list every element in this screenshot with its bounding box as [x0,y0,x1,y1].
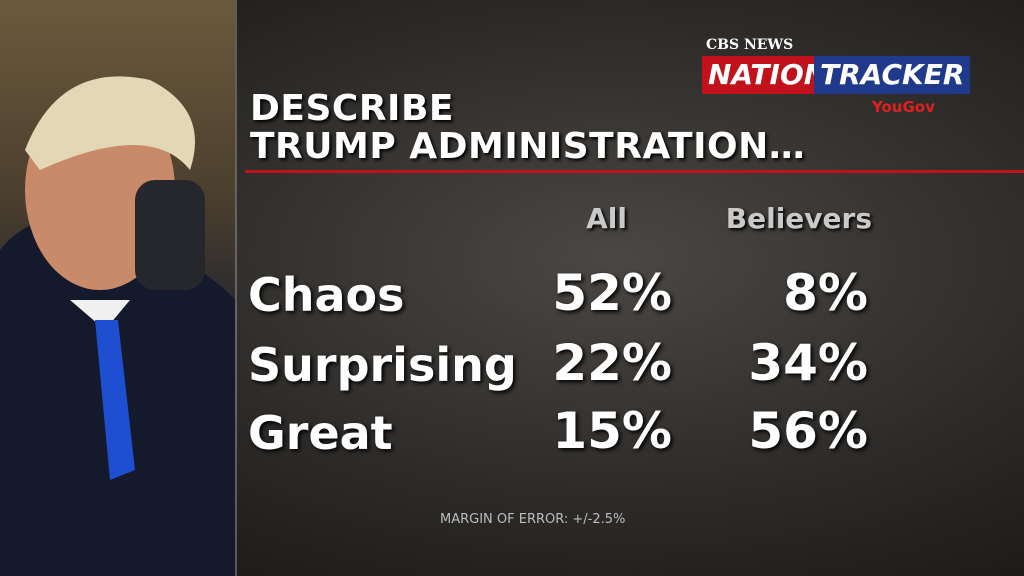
row-label: Chaos [248,268,405,322]
divider [235,0,237,576]
tracker-left: NATION [702,56,834,94]
cell-value: 22% [552,334,672,392]
column-header: Believers [725,202,872,235]
partner-logo: YouGov [872,98,935,116]
cell-value: 56% [748,402,868,460]
footnote: MARGIN OF ERROR: +/-2.5% [440,512,626,527]
title-rule [245,170,1024,173]
column-header: All [586,202,627,235]
title-line: TRUMP ADMINISTRATION… [250,126,806,167]
row-label: Great [248,406,393,460]
tracker-right: TRACKER [814,56,971,94]
cell-value: 52% [552,264,672,322]
row-label: Surprising [248,338,517,392]
title-line: DESCRIBE [250,88,454,129]
cell-value: 34% [748,334,868,392]
cell-value: 15% [552,402,672,460]
cell-value: 8% [783,264,868,322]
photo-figure [0,76,235,576]
network-logo: CBS NEWS [706,37,794,53]
photo [0,0,235,576]
